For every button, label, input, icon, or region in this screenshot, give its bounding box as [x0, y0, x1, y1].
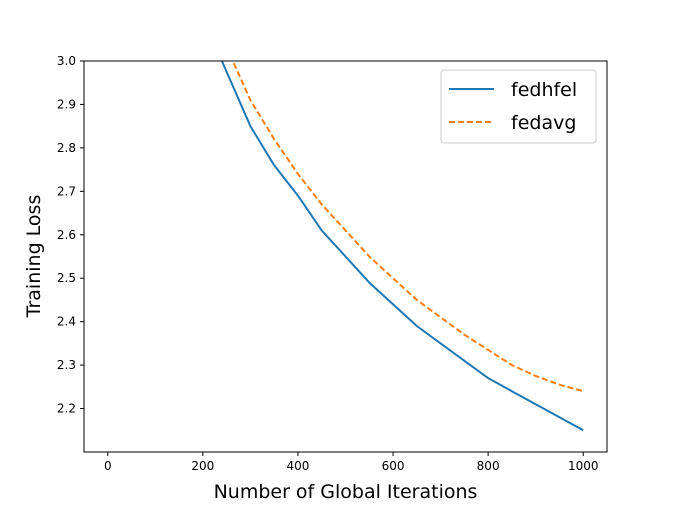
legend: fedhfel fedavg: [440, 69, 597, 144]
legend-label-fedavg: fedavg: [511, 112, 576, 134]
y-tick-label: 2.3: [57, 358, 76, 372]
y-tick-label: 2.6: [57, 228, 76, 242]
plot-frame: [83, 60, 608, 453]
x-axis-label: Number of Global Iterations: [214, 481, 478, 503]
x-tick-label: 200: [191, 459, 214, 473]
y-tick-label: 2.7: [57, 184, 76, 198]
y-tick-label: 2.5: [57, 271, 76, 285]
y-axis-ticks: 2.2 2.3 2.4 2.5 2.6 2.7 2.8 2.9 3.0: [57, 54, 84, 416]
x-tick-label: 800: [477, 459, 500, 473]
x-tick-label: 600: [382, 459, 405, 473]
series-line-fedhfel: [220, 60, 584, 432]
y-tick-label: 2.9: [57, 97, 76, 111]
x-tick-label: 0: [104, 459, 112, 473]
legend-label-fedhfel: fedhfel: [511, 79, 577, 101]
y-tick-label: 2.2: [57, 402, 76, 416]
x-axis-ticks: 0 200 400 600 800 1000: [104, 452, 599, 473]
y-tick-label: 2.4: [57, 315, 76, 329]
y-axis-label: Training Loss: [23, 195, 45, 319]
y-tick-label: 2.8: [57, 141, 76, 155]
x-tick-label: 400: [287, 459, 310, 473]
y-tick-label: 3.0: [57, 54, 76, 68]
series-layer: [220, 60, 584, 432]
x-tick-label: 1000: [568, 459, 599, 473]
